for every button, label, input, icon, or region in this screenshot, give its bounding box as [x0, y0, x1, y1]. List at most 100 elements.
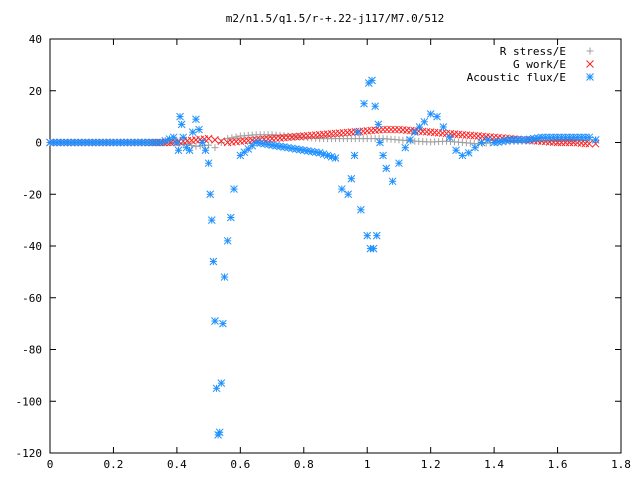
- y-tick-label: -40: [22, 240, 42, 253]
- data-point: [477, 138, 486, 147]
- data-point: [209, 257, 218, 266]
- data-point: [49, 138, 58, 147]
- x-tick-label: 0.6: [230, 458, 250, 471]
- data-point: [368, 76, 376, 85]
- legend-label: G work/E: [513, 58, 566, 71]
- data-point: [395, 159, 403, 168]
- legend-marker: [586, 60, 594, 68]
- y-tick-label: 40: [29, 33, 42, 46]
- data-point: [353, 128, 362, 137]
- data-point: [195, 125, 203, 134]
- data-point: [401, 143, 410, 152]
- data-point: [74, 138, 83, 147]
- data-point: [174, 146, 183, 155]
- data-point: [244, 145, 253, 153]
- x-tick-label: 1.2: [421, 458, 441, 471]
- data-point: [95, 138, 104, 147]
- data-point: [232, 133, 240, 141]
- data-point: [204, 134, 213, 143]
- data-point: [591, 136, 600, 144]
- y-tick-label: -120: [16, 447, 43, 460]
- data-point: [217, 379, 226, 387]
- data-point: [350, 151, 359, 160]
- data-point: [383, 125, 391, 134]
- data-point: [113, 138, 121, 147]
- axes: 0 0.2 0.4 0.6 0.8 1 1.2 1.4 1.6 1.8 40 20 0 -20 -40 -60…: [16, 33, 631, 471]
- x-tick-label: 0.8: [294, 458, 314, 471]
- data-point: [585, 139, 594, 148]
- data-point: [217, 137, 226, 146]
- legend-marker: [586, 73, 594, 81]
- x-tick-label: 1.6: [548, 458, 568, 471]
- data-point: [464, 148, 473, 157]
- data-point: [236, 151, 245, 160]
- data-point: [357, 205, 365, 214]
- chart-title: m2/n1.5/q1.5/r-+.22-j117/M7.0/512: [226, 12, 445, 25]
- data-point: [230, 185, 238, 193]
- data-point: [445, 133, 454, 142]
- plot-frame: [49, 38, 622, 454]
- data-point: [185, 146, 194, 155]
- data-point: [88, 138, 97, 147]
- data-point: [99, 138, 107, 147]
- data-point: [211, 136, 219, 144]
- data-point: [204, 159, 213, 168]
- data-point: [165, 135, 174, 143]
- data-point: [471, 143, 479, 152]
- data-point: [331, 154, 340, 162]
- data-point: [347, 174, 356, 183]
- data-point: [60, 138, 68, 147]
- data-point: [406, 136, 414, 144]
- data-point: [211, 317, 219, 325]
- data-point: [483, 136, 492, 144]
- data-point: [127, 138, 135, 147]
- data-point: [192, 115, 200, 124]
- x-tick-label: 1.8: [611, 458, 631, 471]
- y-tick-label: -60: [22, 292, 42, 305]
- data-point: [215, 428, 224, 437]
- data-point: [179, 133, 188, 142]
- data-point: [256, 139, 265, 148]
- data-point: [137, 138, 146, 147]
- data-point: [248, 141, 257, 150]
- x-tick-label: 0.4: [167, 458, 187, 471]
- x-tick-label: 0.2: [104, 458, 124, 471]
- legend-label: R stress/E: [500, 45, 566, 58]
- data-point: [426, 110, 435, 118]
- data-point: [177, 120, 186, 129]
- data-point: [176, 112, 184, 121]
- data-point: [134, 138, 142, 147]
- data-point: [420, 117, 429, 126]
- data-point: [240, 148, 249, 157]
- data-point: [207, 216, 216, 224]
- y-tick-label: -80: [22, 344, 42, 357]
- data-point: [433, 112, 441, 121]
- series-2: [46, 76, 600, 439]
- data-point: [379, 151, 387, 160]
- data-marks: [46, 76, 600, 439]
- legend-label: Acoustic flux/E: [467, 71, 566, 84]
- data-point: [220, 273, 229, 281]
- y-tick-label: -100: [16, 395, 43, 408]
- data-point: [219, 319, 227, 328]
- data-point: [369, 244, 378, 253]
- data-point: [376, 138, 384, 147]
- data-point: [63, 138, 72, 147]
- y-tick-label: -20: [22, 188, 42, 201]
- data-point: [387, 125, 395, 134]
- data-point: [382, 164, 391, 173]
- data-point: [224, 135, 232, 143]
- data-point: [372, 231, 381, 240]
- data-point: [360, 99, 368, 108]
- data-point: [223, 236, 232, 245]
- data-point: [188, 128, 197, 137]
- x-tick-label: 1.4: [484, 458, 504, 471]
- data-point: [344, 190, 353, 199]
- data-point: [173, 138, 181, 147]
- data-point: [201, 146, 210, 155]
- data-point: [388, 177, 397, 186]
- data-point: [226, 213, 235, 222]
- x-tick-label: 0: [47, 458, 54, 471]
